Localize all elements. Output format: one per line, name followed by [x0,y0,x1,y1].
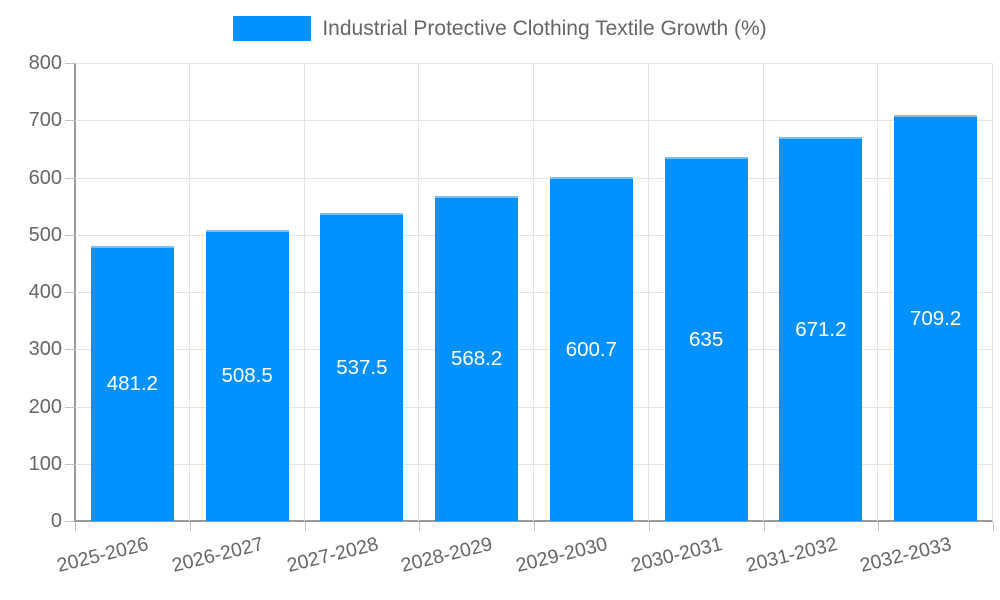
legend-label: Industrial Protective Clothing Textile G… [322,16,767,40]
v-gridline [992,63,993,521]
y-axis-tick [65,234,74,236]
v-gridline [188,63,190,521]
y-axis-tick [65,521,74,522]
y-axis-tick [65,120,74,122]
x-axis-tick [648,522,650,531]
x-axis-tick-label: 2030-2031 [628,533,725,577]
bar-2025-2026[interactable]: 481.2 [90,245,174,521]
bar-2028-2029[interactable]: 568.2 [435,195,519,521]
y-axis-tick [65,349,74,351]
bar-2031-2032[interactable]: 671.2 [779,136,863,521]
h-gridline [75,120,993,122]
bar-value-label: 600.7 [565,338,618,362]
h-gridline [75,177,993,179]
bar-value-label: 537.5 [336,356,388,380]
bar-2030-2031[interactable]: 635 [664,157,748,521]
y-axis-tick-label: 500 [28,223,62,246]
v-gridline [647,63,649,521]
y-axis-tick-label: 400 [28,281,62,303]
x-axis-tick [534,522,535,531]
h-gridline [75,349,993,351]
x-axis-tick [419,522,421,531]
legend-item[interactable]: Industrial Protective Clothing Textile G… [0,16,1000,41]
bar-2032-2033[interactable]: 709.2 [894,114,978,521]
bar-value-label: 508.5 [221,364,273,388]
y-axis-tick-label: 100 [28,452,62,475]
y-axis-tick [65,406,74,408]
x-axis-tick-label: 2031-2032 [743,533,840,577]
x-axis-tick [878,522,880,531]
x-axis-tick-label: 2029-2030 [513,533,610,577]
y-axis-tick [65,463,74,465]
y-axis-tick-label: 800 [28,52,62,74]
y-axis-tick-label: 700 [28,109,62,132]
h-gridline [75,463,993,465]
bar-2027-2028[interactable]: 537.5 [320,213,404,521]
v-gridline [877,63,879,521]
x-axis-tick-label: 2032-2033 [858,533,954,577]
h-gridline [75,63,993,64]
h-gridline [75,234,993,236]
bar-2026-2027[interactable]: 508.5 [205,229,289,521]
v-gridline [533,63,534,521]
x-axis-tick-label: 2028-2029 [399,533,495,577]
x-axis-tick-label: 2027-2028 [284,533,381,577]
y-axis-tick-label: 300 [28,338,62,361]
y-axis-tick [65,63,74,64]
x-axis-line [74,520,993,522]
y-axis-tick [65,177,74,179]
x-axis-tick-label: 2025-2026 [54,533,151,577]
bar-value-label: 635 [689,328,724,352]
v-gridline [762,63,764,521]
x-axis-tick [189,522,191,531]
y-axis-tick [65,292,74,293]
y-axis-tick-label: 0 [50,510,62,532]
x-axis-tick [75,522,76,531]
bar-2029-2030[interactable]: 600.7 [549,177,633,521]
legend-swatch [233,16,312,41]
x-axis-tick [993,522,994,531]
v-gridline [303,63,305,521]
x-axis-tick [763,522,765,531]
plot-area: 481.2 508.5 537.5 568.2 600.7 635 671.2 709.2 [74,63,993,522]
bar-value-label: 671.2 [795,317,847,341]
x-axis-tick [304,522,306,531]
h-gridline [75,292,993,293]
bar-value-label: 481.2 [106,372,159,396]
y-axis-tick-label: 600 [28,166,62,189]
bar-value-label: 709.2 [909,306,962,330]
bar-value-label: 568.2 [450,347,503,371]
h-gridline [75,406,993,408]
x-axis-tick-label: 2026-2027 [169,533,266,577]
y-axis-tick-label: 200 [28,395,62,418]
v-gridline [418,63,420,521]
